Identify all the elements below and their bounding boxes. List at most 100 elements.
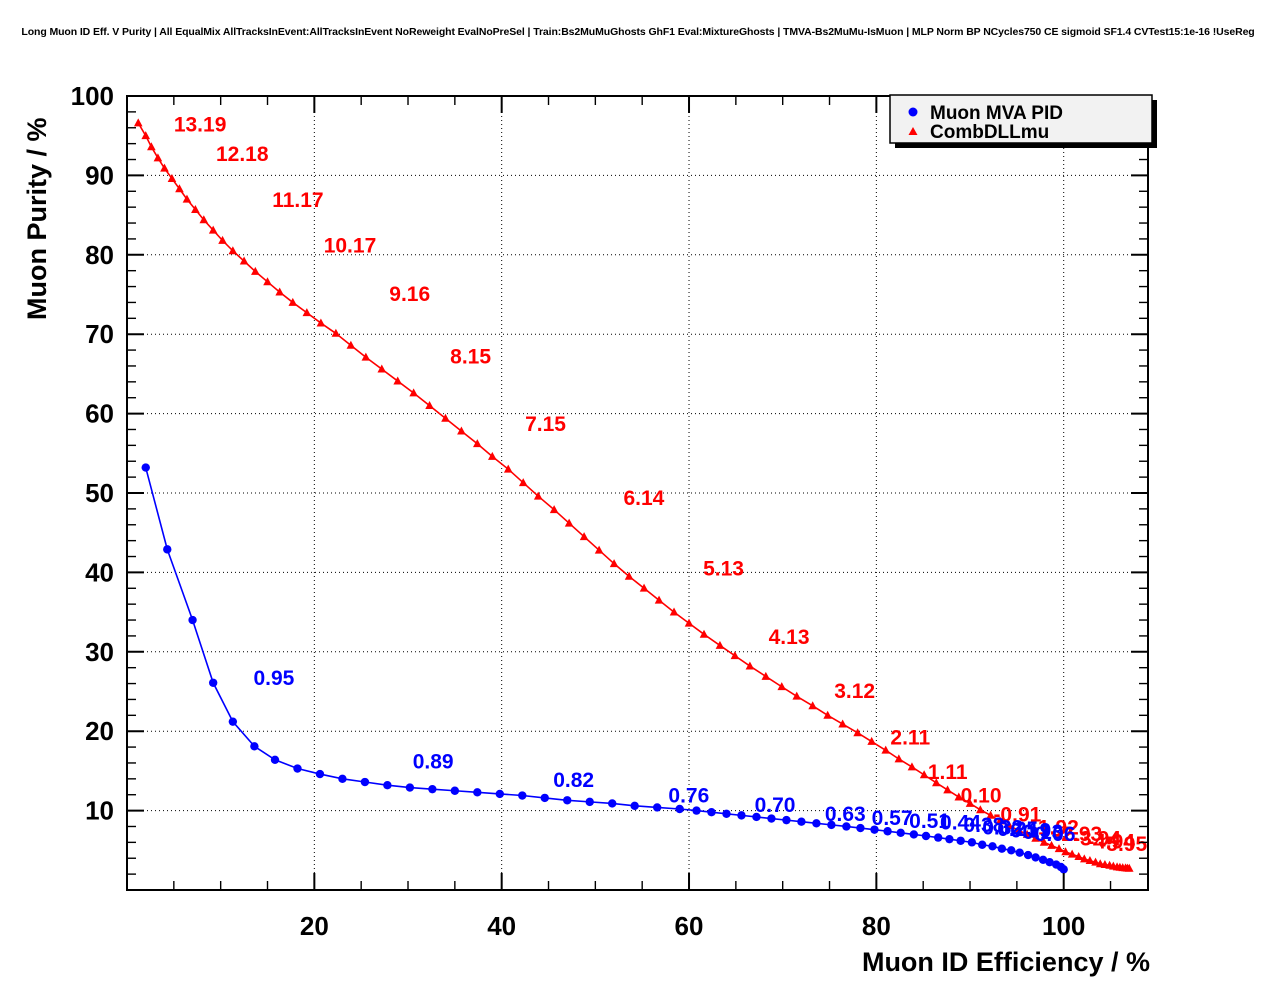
point-value-label: 0.95 — [253, 667, 294, 690]
point-value-label: -3.94 — [1073, 828, 1121, 851]
y-tick-label: 40 — [85, 557, 114, 587]
data-point-marker — [540, 793, 549, 803]
data-point-marker — [338, 774, 347, 784]
data-point-marker — [808, 701, 817, 710]
legend-box — [889, 94, 1153, 144]
y-tick-label: 60 — [85, 399, 114, 429]
data-point-marker — [988, 842, 997, 851]
data-point-marker — [932, 778, 941, 787]
data-point-marker — [251, 266, 260, 275]
data-point-marker — [188, 615, 197, 625]
x-tick-label: 100 — [1042, 911, 1085, 941]
data-point-marker — [153, 153, 163, 162]
data-point-marker — [409, 388, 418, 397]
y-tick-label: 80 — [85, 240, 114, 270]
data-point-marker — [707, 807, 716, 817]
point-value-label: 13.19 — [174, 114, 227, 137]
muon-mva-pid-line — [144, 467, 1065, 870]
data-point-marker — [239, 256, 249, 265]
data-point-marker — [1074, 852, 1083, 861]
point-value-label: 0.25 — [997, 818, 1038, 841]
data-point-marker — [377, 364, 387, 373]
data-point-marker — [346, 340, 356, 349]
data-point-marker — [228, 717, 238, 726]
data-point-marker — [263, 277, 272, 286]
data-point-marker — [978, 840, 987, 849]
data-point-marker — [1091, 857, 1100, 866]
data-point-marker — [167, 173, 177, 182]
point-value-label: 8.15 — [450, 346, 491, 369]
data-point-marker — [1005, 821, 1014, 830]
point-value-label: 5.13 — [703, 558, 744, 581]
data-point-marker — [842, 822, 851, 831]
data-point-marker — [316, 318, 326, 327]
x-tick-label: 80 — [862, 911, 891, 941]
data-point-marker — [228, 246, 238, 255]
point-value-label: 0.38 — [963, 814, 1004, 837]
data-point-marker — [669, 607, 679, 616]
data-point-marker — [856, 823, 865, 833]
data-point-marker — [331, 328, 341, 337]
data-point-marker — [997, 844, 1007, 853]
data-point-marker — [1022, 829, 1032, 838]
point-value-label: -5.95 — [1099, 833, 1147, 856]
data-point-marker — [652, 803, 662, 812]
data-point-marker — [715, 640, 725, 649]
x-tick-label: 40 — [487, 911, 516, 941]
data-point-marker — [995, 816, 1005, 825]
data-point-marker — [761, 671, 771, 680]
data-point-marker — [503, 464, 513, 473]
data-point-marker — [630, 801, 639, 811]
plot-area-background — [127, 96, 1148, 890]
point-value-label: 0.89 — [413, 751, 454, 774]
data-point-marker — [838, 719, 847, 728]
page-title: Long Muon ID Eff. V Purity | All EqualMi… — [21, 26, 1255, 38]
data-point-marker — [684, 618, 694, 627]
data-point-marker — [457, 426, 466, 435]
data-point-marker — [792, 691, 802, 700]
legend-marker-circle-icon — [908, 107, 918, 117]
vertical-gridlines — [313, 96, 1065, 890]
legend[interactable]: Muon MVA PID CombDLLmu — [889, 94, 1157, 148]
data-point-marker — [383, 780, 392, 790]
y-axis-title: Muon Purity / % — [22, 118, 52, 321]
data-point-marker — [1031, 833, 1040, 842]
data-point-marker — [160, 163, 169, 172]
data-point-marker — [315, 769, 325, 779]
data-point-marker — [1023, 850, 1033, 860]
series-path — [144, 467, 1065, 870]
x-axis-title: Muon ID Efficiency / % — [862, 947, 1150, 977]
muon-mva-pid-markers — [141, 463, 1068, 874]
data-point-marker — [954, 792, 964, 801]
data-point-marker — [654, 595, 664, 604]
data-point-marker — [730, 651, 740, 660]
point-value-label: 12.18 — [216, 143, 269, 166]
point-value-label: 0.76 — [668, 785, 709, 808]
data-point-marker — [1007, 846, 1016, 855]
data-point-marker — [518, 478, 528, 487]
data-point-marker — [473, 439, 482, 448]
point-value-label: 0.13 — [1022, 821, 1063, 844]
data-point-marker — [141, 131, 151, 140]
data-point-marker — [579, 532, 589, 541]
data-point-marker — [133, 118, 143, 127]
data-point-marker — [782, 815, 791, 825]
data-point-marker — [585, 797, 594, 807]
y-axis-tick-labels: 10 20 30 40 50 60 70 80 90 100 — [71, 81, 114, 826]
y-tick-label: 100 — [71, 81, 114, 111]
point-value-label: 3.12 — [834, 680, 875, 703]
point-value-label: 0.57 — [872, 807, 913, 830]
data-point-marker — [163, 545, 172, 554]
combdllmu-markers — [133, 118, 1134, 872]
y-tick-label: 20 — [85, 716, 114, 746]
legend-entry-combdllmu[interactable]: CombDLLmu — [930, 122, 1049, 143]
point-value-label: 1.11 — [928, 761, 968, 784]
point-value-label: 0.06 — [1035, 823, 1076, 846]
data-point-marker — [473, 788, 482, 797]
legend-entry-muon-mva-pid[interactable]: Muon MVA PID — [930, 103, 1063, 124]
data-point-marker — [896, 828, 905, 838]
data-point-marker — [564, 518, 574, 527]
point-value-label: 0.63 — [825, 803, 866, 826]
